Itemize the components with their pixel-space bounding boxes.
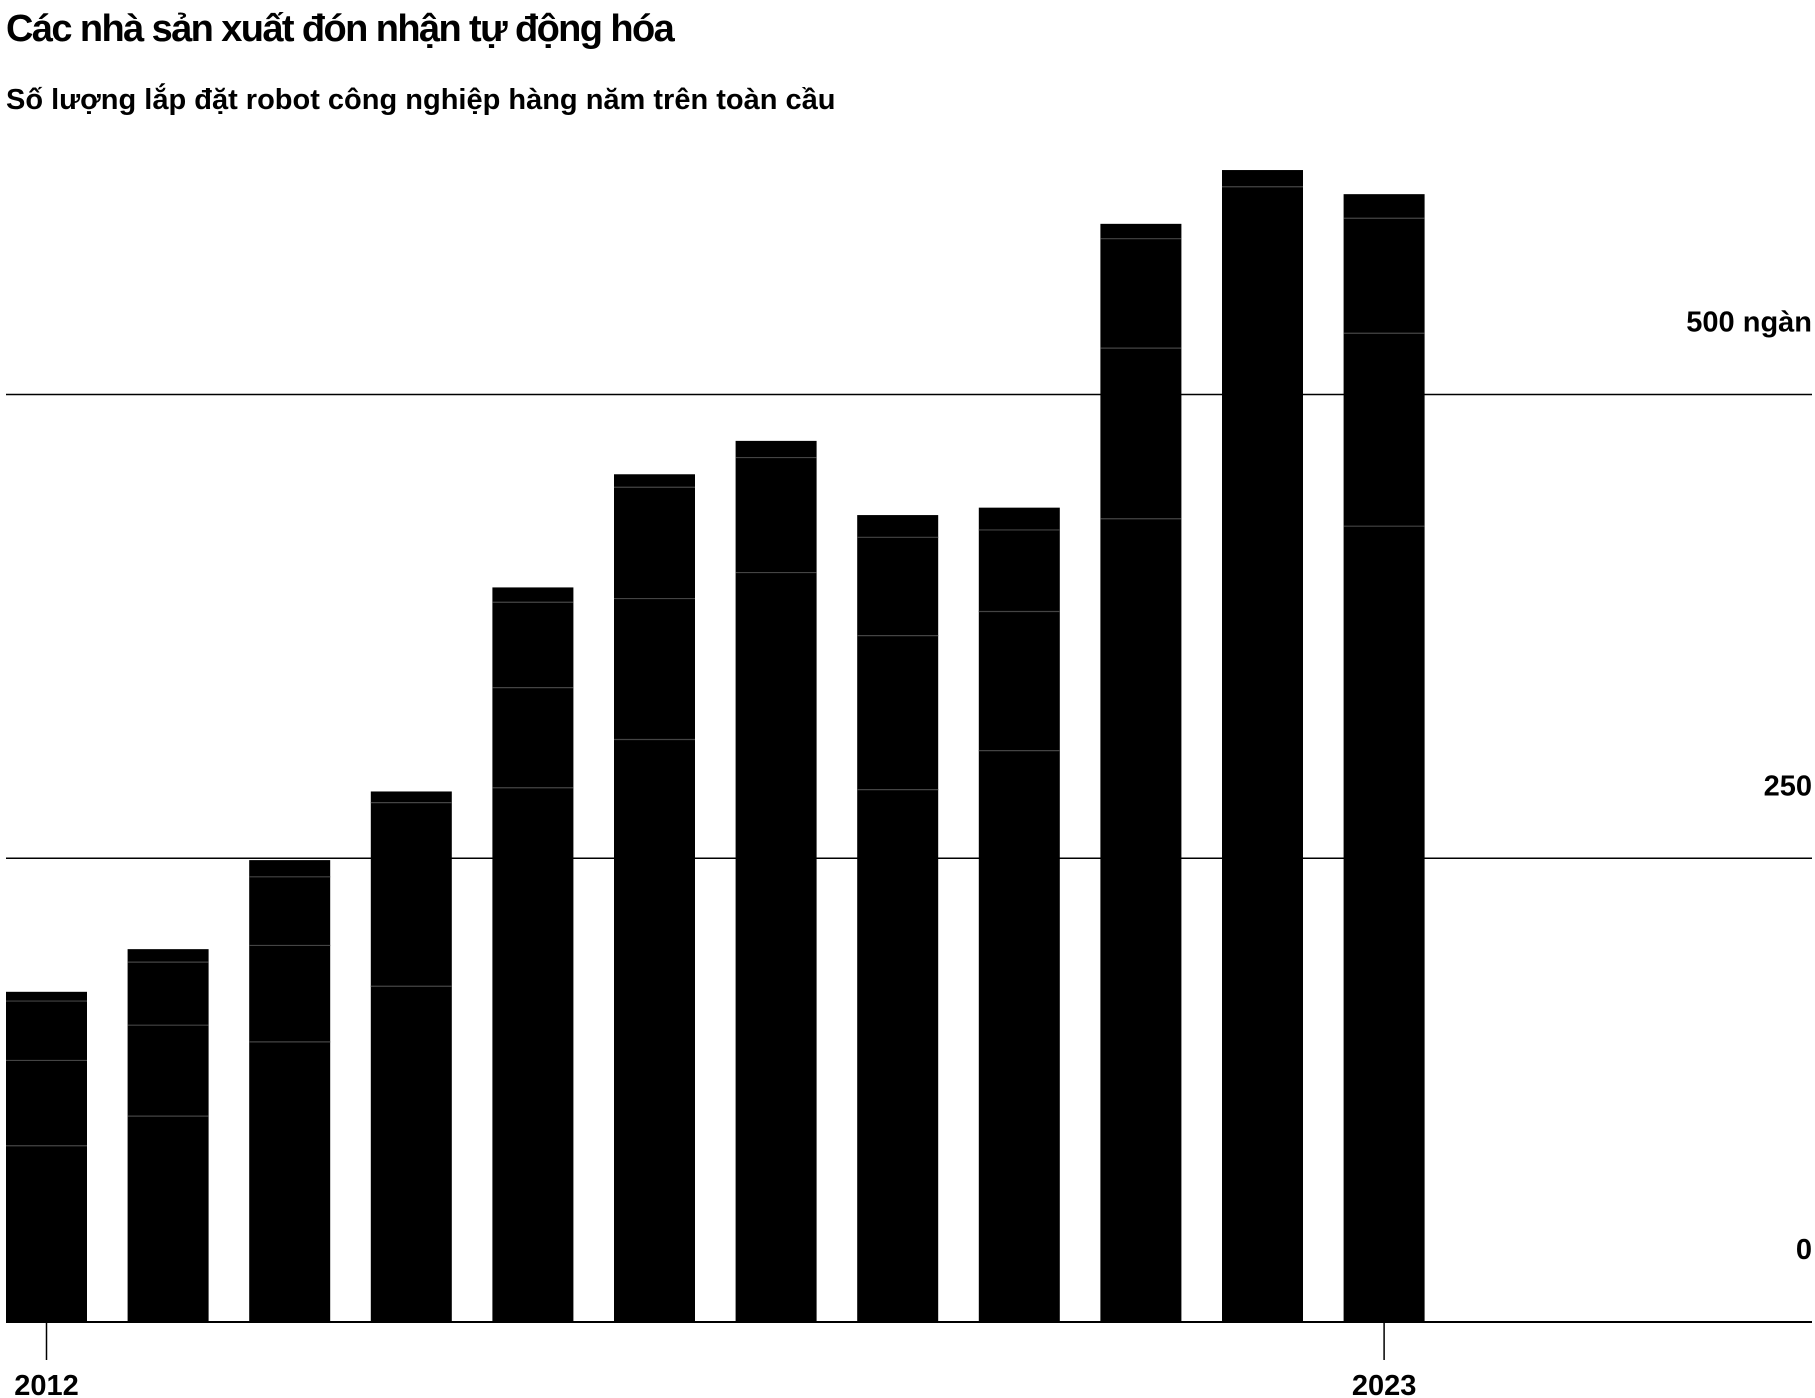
bar-2018-segment-1 <box>735 572 817 1322</box>
bar-2020-segment-4 <box>978 507 1060 530</box>
bar-2019-segment-3 <box>857 537 939 636</box>
bar-2019-segment-2 <box>857 635 939 790</box>
bar-2013-segment-4 <box>127 949 209 963</box>
bar-2017-segment-4 <box>614 474 695 488</box>
bar-2018-segment-2 <box>735 457 817 573</box>
bar-2019-segment-1 <box>857 789 939 1322</box>
bar-2014-segment-3 <box>249 876 331 946</box>
x-tick-label-2012: 2012 <box>14 1370 79 1398</box>
bar-2015-segment-2 <box>370 802 452 987</box>
bar-2013-segment-3 <box>127 962 209 1026</box>
bar-2020-segment-2 <box>978 611 1060 751</box>
bar-2012-segment-4 <box>6 991 87 1002</box>
bar-2014-segment-4 <box>249 860 331 877</box>
x-tick-label-2023: 2023 <box>1352 1370 1417 1398</box>
bar-2022-segment-1 <box>1222 186 1303 1323</box>
bar-2013-segment-1 <box>127 1116 209 1322</box>
bar-2022-segment-4 <box>1222 170 1303 187</box>
bar-2013-segment-2 <box>127 1025 209 1117</box>
bar-2017-segment-3 <box>614 487 695 599</box>
bar-2012-segment-3 <box>6 1001 87 1061</box>
bar-2023-segment-3 <box>1343 218 1425 334</box>
bar-2015-segment-1 <box>370 986 452 1322</box>
bar-2020-segment-3 <box>978 529 1060 612</box>
bar-2021-segment-1 <box>1100 518 1182 1322</box>
bar-2017-segment-1 <box>614 739 695 1322</box>
chart-subtitle: Số lượng lắp đặt robot công nghiệp hàng … <box>6 84 836 116</box>
bar-2023-segment-2 <box>1343 333 1425 527</box>
bar-2012-segment-2 <box>6 1060 87 1146</box>
bar-2023-segment-1 <box>1343 526 1425 1322</box>
bars <box>6 170 1425 1323</box>
bar-2023-segment-4 <box>1343 194 1425 219</box>
bar-2018-segment-4 <box>735 440 817 458</box>
y-tick-label-500: 500 ngàn <box>1686 307 1812 339</box>
bar-2017-segment-2 <box>614 598 695 740</box>
bar-2016-segment-3 <box>492 602 574 688</box>
bar-2016-segment-2 <box>492 687 574 788</box>
bar-2015-segment-4 <box>370 791 452 803</box>
bar-2016-segment-1 <box>492 787 574 1322</box>
bar-2019-segment-4 <box>857 515 939 538</box>
y-tick-label-250: 250 <box>1764 770 1812 802</box>
chart-title: Các nhà sản xuất đón nhận tự động hóa <box>6 8 675 50</box>
bar-2021-segment-2 <box>1100 348 1182 519</box>
axes: 0 250 500 ngàn 2012 2023 <box>6 307 1812 1398</box>
y-tick-label-0: 0 <box>1796 1234 1812 1266</box>
bar-2016-segment-4 <box>492 587 574 603</box>
bar-2021-segment-4 <box>1100 223 1182 239</box>
bar-2014-segment-1 <box>249 1041 331 1322</box>
bar-2021-segment-3 <box>1100 238 1182 349</box>
bar-2020-segment-1 <box>978 750 1060 1322</box>
bar-2012-segment-1 <box>6 1145 87 1322</box>
bar-2014-segment-2 <box>249 945 331 1042</box>
